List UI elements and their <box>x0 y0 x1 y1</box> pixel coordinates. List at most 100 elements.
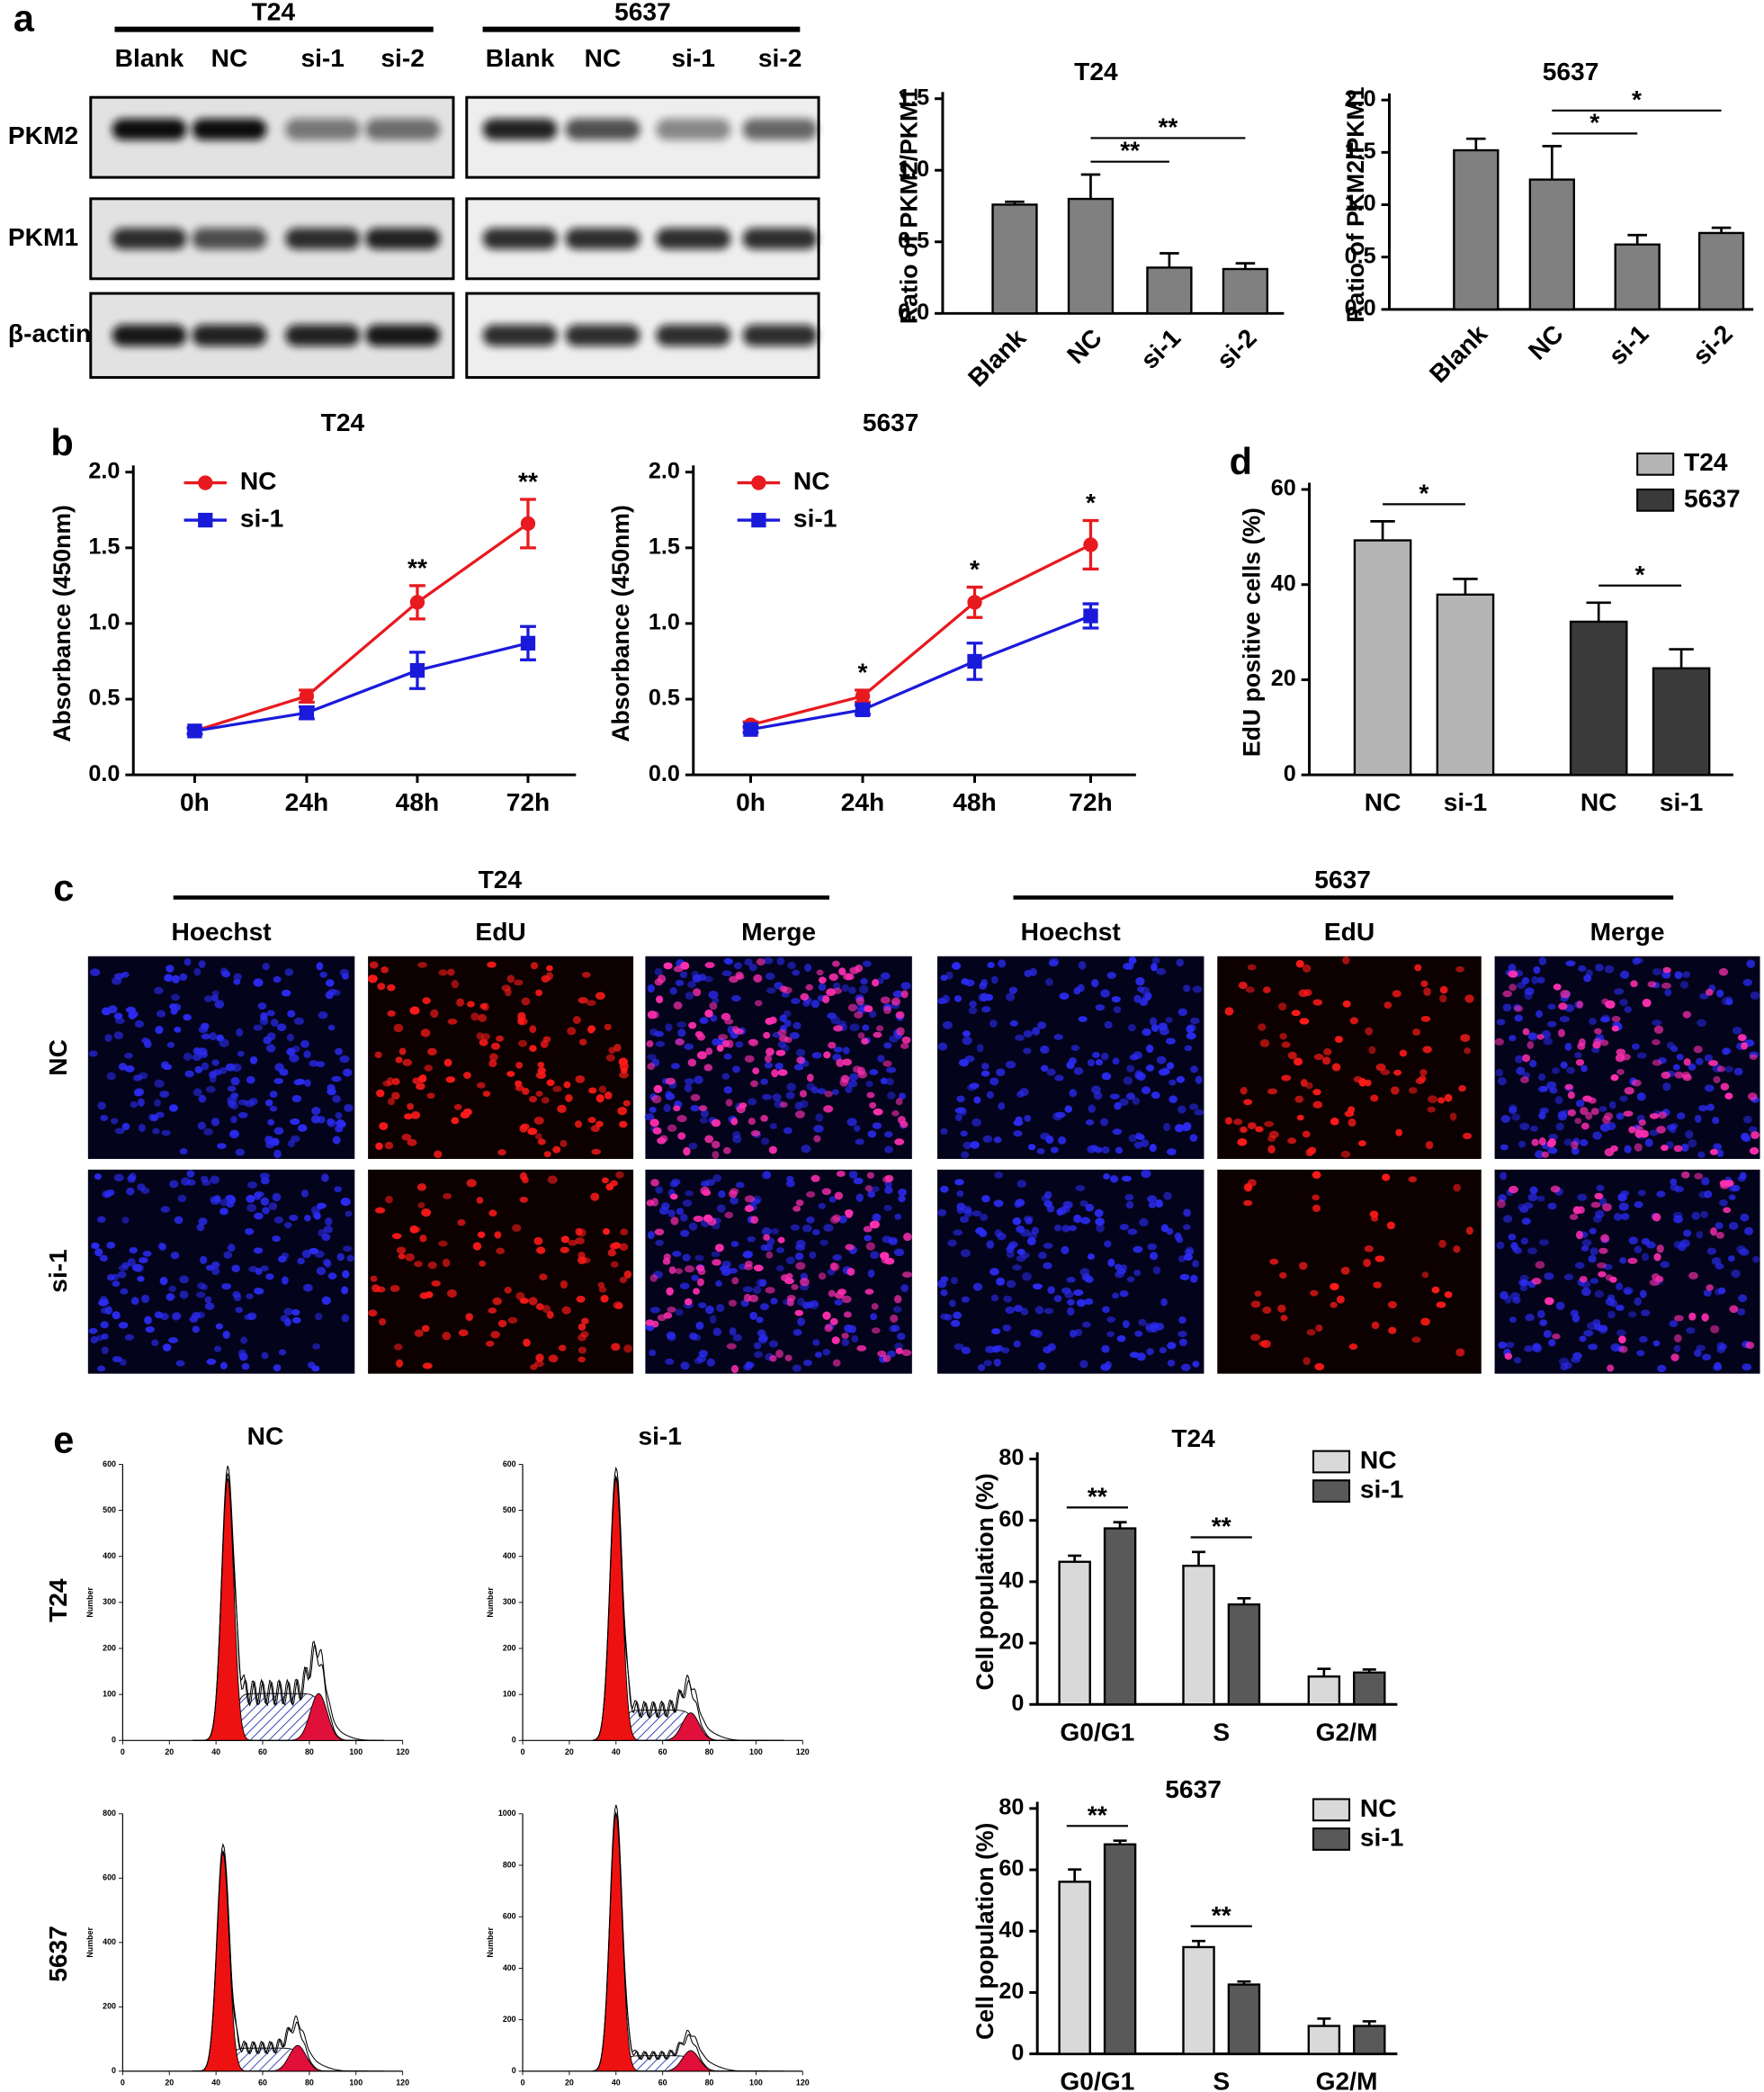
nucleus <box>848 1171 858 1179</box>
nucleus <box>1549 1087 1558 1094</box>
nucleus <box>753 1264 764 1272</box>
nucleus <box>106 1241 116 1249</box>
nucleus <box>677 1028 686 1037</box>
nucleus <box>395 1056 403 1064</box>
nucleus <box>1614 988 1625 995</box>
nucleus <box>124 1333 135 1341</box>
nucleus <box>812 1339 820 1346</box>
nucleus <box>880 996 891 1004</box>
nucleus <box>369 961 379 969</box>
nucleus <box>716 1204 726 1213</box>
nucleus <box>1749 1147 1760 1155</box>
y-tick-label: 400 <box>103 1937 116 1946</box>
nucleus <box>293 1079 302 1086</box>
nucleus <box>98 1298 109 1306</box>
nucleus <box>1504 1295 1512 1304</box>
nucleus <box>519 1018 528 1026</box>
nucleus <box>950 1277 958 1285</box>
nucleus <box>311 1365 320 1372</box>
nucleus <box>479 1003 488 1010</box>
nucleus <box>836 1058 845 1068</box>
nucleus <box>1414 964 1422 972</box>
blot-band <box>192 228 267 250</box>
x-tick-label: 120 <box>796 2079 810 2088</box>
nucleus <box>1693 1046 1703 1054</box>
nucleus <box>1411 1336 1421 1343</box>
nucleus <box>1100 1363 1111 1371</box>
nucleus <box>578 1323 587 1331</box>
nucleus <box>174 1026 182 1033</box>
nucleus <box>1258 1341 1267 1347</box>
nucleus <box>335 1125 344 1133</box>
nucleus <box>1673 1145 1683 1153</box>
nucleus <box>541 1096 550 1104</box>
nucleus <box>687 981 696 989</box>
nucleus <box>488 1209 497 1217</box>
y-tick-label: 600 <box>103 1459 116 1468</box>
nucleus <box>792 969 800 976</box>
nucleus <box>1438 1239 1446 1249</box>
nucleus <box>753 974 763 983</box>
nucleus <box>1303 1357 1311 1366</box>
nucleus <box>1624 1006 1632 1013</box>
nucleus <box>1575 1230 1583 1240</box>
nucleus <box>1437 1097 1446 1104</box>
nucleus <box>696 1033 706 1041</box>
nucleus <box>1616 1112 1625 1120</box>
nucleus <box>817 1088 827 1094</box>
nucleus <box>1303 989 1312 997</box>
nucleus <box>1682 971 1691 978</box>
nucleus <box>670 1063 680 1070</box>
nucleus <box>1080 1217 1091 1225</box>
nucleus <box>204 1302 215 1310</box>
nucleus <box>1032 1283 1043 1290</box>
nucleus <box>882 1005 891 1015</box>
nucleus <box>1167 1342 1177 1350</box>
nucleus <box>1729 1305 1739 1314</box>
nucleus <box>552 1085 562 1092</box>
nucleus <box>541 974 551 983</box>
nucleus <box>377 983 386 991</box>
nucleus <box>1583 1329 1594 1337</box>
nucleus <box>721 970 732 977</box>
nucleus <box>649 1306 660 1314</box>
nucleus <box>1686 1327 1696 1334</box>
nucleus <box>685 1297 693 1306</box>
nucleus <box>684 1043 694 1050</box>
nucleus <box>1713 1364 1723 1371</box>
nucleus <box>1579 1275 1588 1283</box>
nucleus <box>1644 1138 1653 1147</box>
nucleus <box>748 1038 758 1046</box>
nucleus <box>1056 1208 1064 1216</box>
nucleus <box>1496 1241 1505 1250</box>
nucleus <box>840 1074 850 1083</box>
x-tick-label: 40 <box>612 2079 621 2088</box>
nucleus <box>1399 1049 1408 1057</box>
nucleus <box>568 1239 578 1246</box>
micrograph <box>644 956 912 1160</box>
x-tick-label: 0 <box>121 2079 125 2088</box>
nucleus <box>818 1203 826 1209</box>
chart-title: T24 <box>1171 1424 1215 1452</box>
y-tick-label: 300 <box>103 1597 116 1606</box>
nucleus <box>253 978 264 987</box>
micrograph <box>367 956 634 1160</box>
nucleus <box>209 1032 218 1041</box>
nucleus <box>1713 1075 1721 1083</box>
nucleus <box>1664 989 1672 997</box>
nucleus <box>1444 1093 1453 1102</box>
nucleus <box>506 1071 515 1077</box>
nucleus <box>1652 1213 1661 1222</box>
nucleus <box>981 1195 990 1203</box>
x-tick-label: Blank <box>1424 319 1492 388</box>
blot-band <box>656 118 731 140</box>
nucleus <box>164 974 174 983</box>
nucleus <box>617 1106 628 1116</box>
nucleus <box>595 1093 604 1103</box>
nucleus <box>1045 1135 1054 1145</box>
nucleus <box>885 1078 894 1086</box>
nucleus <box>385 1196 393 1204</box>
nucleus <box>980 1213 989 1221</box>
nucleus <box>138 1123 146 1132</box>
nucleus <box>799 1090 808 1098</box>
